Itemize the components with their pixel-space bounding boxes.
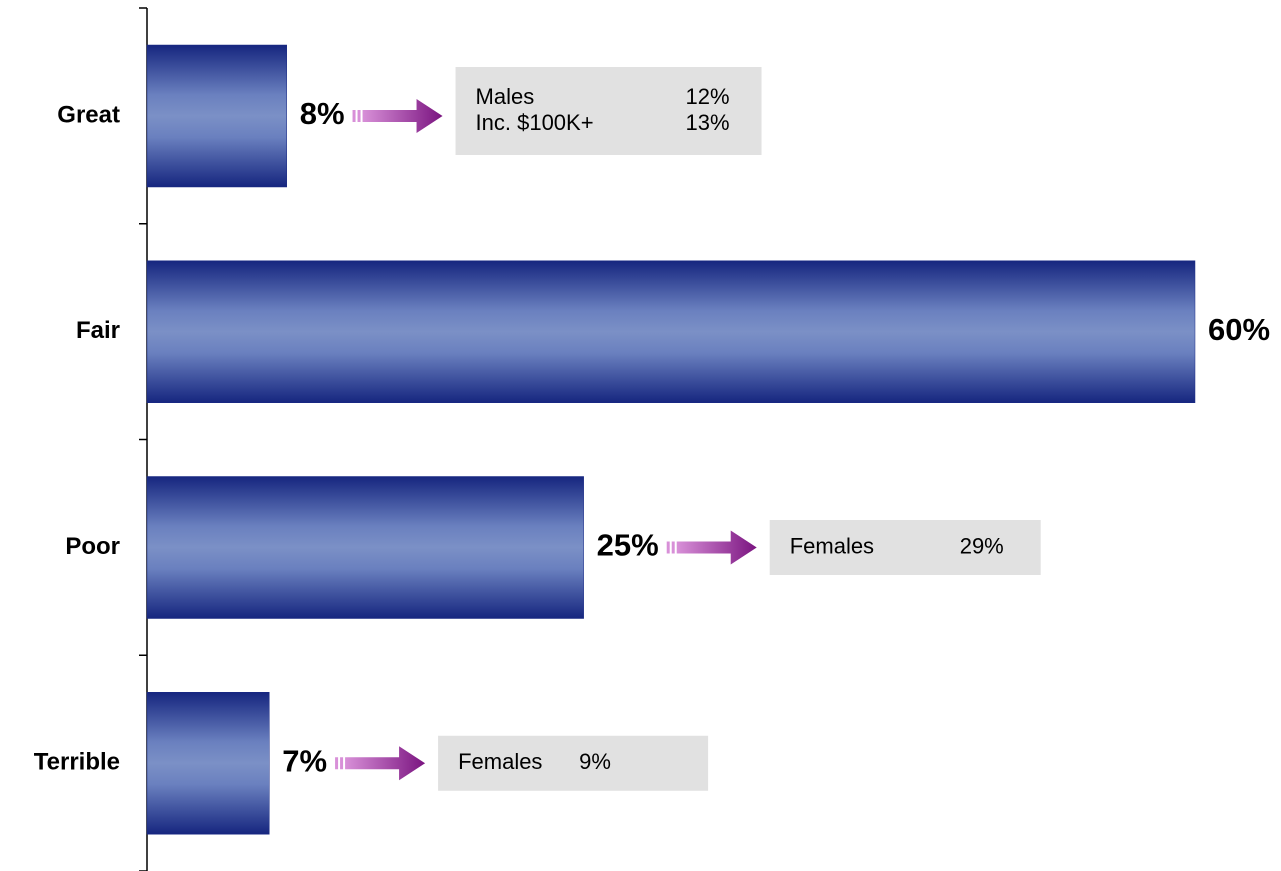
arrow-stripe [335,757,339,770]
arrow-stripe [671,541,675,554]
value-label: 60% [1208,312,1270,347]
callout-label: Inc. $100K+ [476,110,594,135]
bar [146,476,584,619]
value-label: 7% [282,743,327,778]
value-label: 25% [597,528,659,563]
callout-value: 12% [686,84,730,109]
category-label: Poor [65,533,120,560]
callout-label: Males [476,84,535,109]
callout-value: 29% [960,533,1004,558]
callout-arrow [335,746,426,781]
callout-value: 9% [579,749,611,774]
value-label: 8% [300,96,345,131]
bar [146,692,270,835]
arrow-body [345,746,426,781]
callout-arrow [666,530,757,565]
callout-box [438,735,709,791]
callout-arrow [352,99,443,133]
arrow-body [676,530,757,565]
bar [146,260,1196,403]
category-label: Terrible [34,749,120,776]
callout-box [455,67,762,155]
arrow-stripe [340,757,344,770]
category-label: Great [57,101,120,128]
bar [146,44,287,188]
arrow-stripe [666,541,670,554]
callout-box [769,520,1041,575]
callout-label: Females [790,533,874,558]
callout-label: Females [458,749,542,774]
arrow-stripe [352,110,356,122]
category-label: Fair [76,317,120,344]
arrow-stripe [357,110,361,122]
arrow-body [362,99,443,133]
callout-value: 13% [686,110,730,135]
